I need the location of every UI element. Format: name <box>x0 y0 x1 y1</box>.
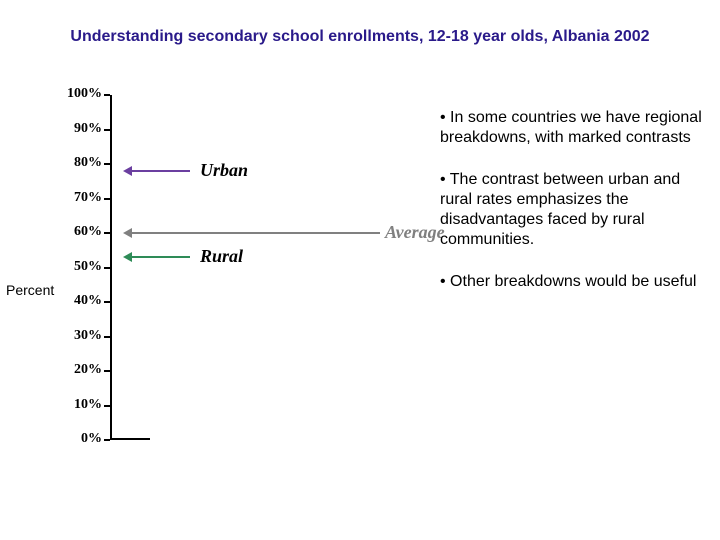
tick-mark <box>104 439 110 441</box>
urban-arrow <box>130 170 190 172</box>
tick-mark <box>104 94 110 96</box>
rural-arrow <box>130 256 190 258</box>
tick-label: 100% <box>42 86 102 102</box>
tick-label: 90% <box>42 121 102 137</box>
tick-mark <box>104 232 110 234</box>
bullet-2: • The contrast between urban and rural r… <box>440 170 705 250</box>
bullet-1: • In some countries we have regional bre… <box>440 108 705 148</box>
average-label: Average <box>385 222 445 243</box>
tick-label: 60% <box>42 224 102 240</box>
tick-mark <box>104 405 110 407</box>
tick-mark <box>104 301 110 303</box>
rural-label: Rural <box>200 246 243 267</box>
tick-mark <box>104 163 110 165</box>
bullet-3: • Other breakdowns would be useful <box>440 272 705 292</box>
tick-mark <box>104 370 110 372</box>
tick-label: 10% <box>42 397 102 413</box>
tick-label: 20% <box>42 362 102 378</box>
page-title: Understanding secondary school enrollmen… <box>0 28 720 46</box>
tick-label: 50% <box>42 259 102 275</box>
tick-label: 40% <box>42 293 102 309</box>
tick-label: 0% <box>42 431 102 447</box>
x-axis <box>110 438 150 440</box>
average-arrow <box>130 232 380 234</box>
tick-mark <box>104 198 110 200</box>
tick-label: 30% <box>42 328 102 344</box>
tick-mark <box>104 129 110 131</box>
urban-label: Urban <box>200 160 248 181</box>
tick-mark <box>104 336 110 338</box>
bullets-area: • In some countries we have regional bre… <box>440 108 705 314</box>
tick-label: 70% <box>42 190 102 206</box>
y-axis <box>110 95 112 440</box>
chart-axes <box>110 95 150 440</box>
tick-label: 80% <box>42 155 102 171</box>
tick-mark <box>104 267 110 269</box>
